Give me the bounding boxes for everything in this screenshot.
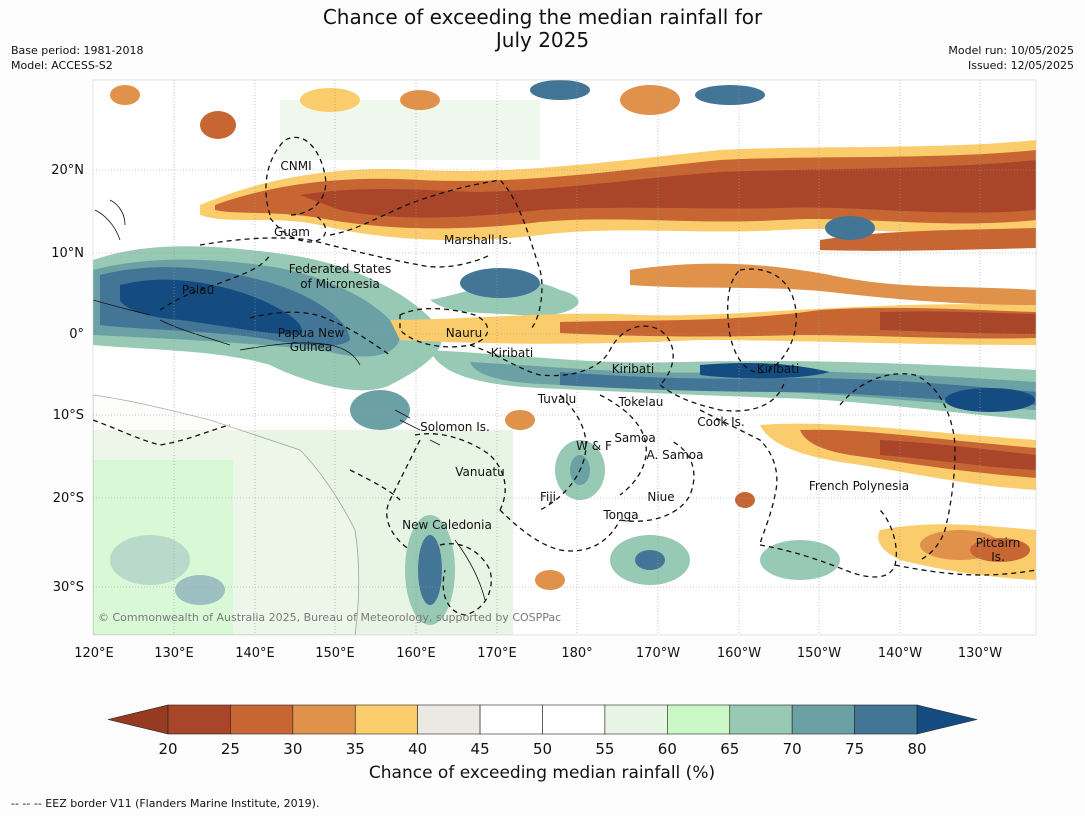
latitude-axis: 20°N 10°N 0° 10°S 20°S 30°S [51, 163, 84, 595]
colorbar-tick-label: 35 [346, 740, 365, 758]
longitude-axis: 120°E 130°E 140°E 150°E 160°E 170°E 180°… [74, 646, 1002, 661]
colorbar-tick-label: 25 [221, 740, 240, 758]
model-run-info: Model run: 10/05/2025 Issued: 12/05/2025 [948, 43, 1074, 73]
label-kiribati-west: Kiribati [491, 346, 533, 360]
lon-label: 170°E [477, 646, 517, 661]
lat-label: 0° [69, 327, 84, 342]
eez-borders [93, 136, 1036, 616]
colorbar-tick-label: 45 [471, 740, 490, 758]
label-cnmi: CNMI [280, 159, 311, 173]
label-solomon-islands: Solomon Is. [420, 420, 490, 434]
colorbar-segment [479, 704, 543, 735]
graticule [93, 80, 1036, 635]
lon-label: 120°E [74, 646, 114, 661]
label-png-line1: Papua New [278, 326, 345, 340]
label-pitcairn-line2: Is. [991, 550, 1005, 564]
colorbar-segment [167, 704, 231, 735]
colorbar-tick-label: 30 [283, 740, 302, 758]
label-png-line2: Guinea [290, 340, 333, 354]
label-wallis-futuna: W & F [576, 439, 612, 453]
colorbar-low-extend [107, 704, 169, 735]
label-american-samoa: A. Samoa [647, 448, 704, 462]
colorbar-tick-label: 50 [533, 740, 552, 758]
label-vanuatu: Vanuatu [455, 465, 505, 479]
label-kiribati-east: Kiribati [757, 362, 799, 376]
lat-label: 30°S [53, 580, 84, 595]
lat-label: 20°S [53, 491, 84, 506]
label-samoa: Samoa [614, 431, 655, 445]
lon-label: 140°W [878, 646, 922, 661]
issued-text: Issued: 12/05/2025 [967, 59, 1074, 72]
colorbar-segment [854, 704, 918, 735]
label-cook-islands: Cook Is. [697, 415, 744, 429]
label-fsm-line2: of Micronesia [300, 277, 380, 291]
colorbar-segment [292, 704, 356, 735]
lat-label: 10°N [51, 246, 84, 261]
label-fiji: Fiji [540, 490, 556, 504]
colorbar: 20 25 30 35 40 45 50 55 60 65 70 75 80 Chance of exc… [107, 704, 978, 783]
colorbar-tick-label: 20 [158, 740, 177, 758]
colorbar-segment [791, 704, 855, 735]
lon-label: 130°E [154, 646, 194, 661]
colorbar-tick-label: 40 [408, 740, 427, 758]
colorbar-segment [354, 704, 418, 735]
colorbar-title: Chance of exceeding median rainfall (%) [369, 763, 715, 783]
label-marshall-islands: Marshall Is. [444, 233, 512, 247]
copyright-notice: © Commonwealth of Australia 2025, Bureau… [98, 611, 561, 624]
title-line-1: Chance of exceeding the median rainfall … [322, 5, 763, 29]
model-run-text: Model run: 10/05/2025 [948, 44, 1074, 57]
lat-label: 20°N [51, 163, 84, 178]
colorbar-segment [604, 704, 668, 735]
colorbar-tick-label: 70 [783, 740, 802, 758]
label-tuvalu: Tuvalu [537, 392, 577, 406]
colorbar-tick-label: 60 [658, 740, 677, 758]
label-kiribati-central: Kiribati [612, 362, 654, 376]
colorbar-segment [667, 704, 731, 735]
colorbar-tick-label: 55 [595, 740, 614, 758]
lon-label: 170°W [636, 646, 680, 661]
label-pitcairn-line1: Pitcairn [976, 536, 1021, 550]
lon-label: 160°E [396, 646, 436, 661]
label-fsm-line1: Federated States [289, 262, 391, 276]
lon-label: 160°W [717, 646, 761, 661]
colorbar-segment [230, 704, 294, 735]
eez-footnote: -- -- -- EEZ border V11 (Flanders Marine… [11, 797, 320, 810]
rainfall-probability-map [93, 80, 1036, 635]
label-niue: Niue [647, 490, 674, 504]
colorbar-high-extend [916, 704, 978, 735]
lon-label: 140°E [235, 646, 275, 661]
title-line-2: July 2025 [495, 28, 590, 52]
lon-label: 130°W [958, 646, 1002, 661]
label-palau: Palau [182, 283, 214, 297]
label-tokelau: Tokelau [618, 395, 664, 409]
model-text: Model: ACCESS-S2 [11, 59, 113, 72]
label-new-caledonia: New Caledonia [402, 518, 492, 532]
lon-label: 150°E [315, 646, 355, 661]
colorbar-segment [417, 704, 481, 735]
colorbar-tick-label: 65 [720, 740, 739, 758]
lat-label: 10°S [53, 408, 84, 423]
label-french-polynesia: French Polynesia [809, 479, 909, 493]
label-nauru: Nauru [446, 326, 482, 340]
lon-label: 150°W [797, 646, 841, 661]
colorbar-tick-label: 80 [907, 740, 926, 758]
label-tonga: Tonga [602, 508, 638, 522]
colorbar-segment [729, 704, 793, 735]
label-guam: Guam [274, 225, 310, 239]
base-period-info: Base period: 1981-2018 Model: ACCESS-S2 [11, 43, 143, 73]
base-period-text: Base period: 1981-2018 [11, 44, 144, 57]
map-title: Chance of exceeding the median rainfall … [0, 6, 1085, 52]
lon-label: 180° [561, 646, 592, 661]
colorbar-tick-label: 75 [845, 740, 864, 758]
colorbar-segment [542, 704, 606, 735]
